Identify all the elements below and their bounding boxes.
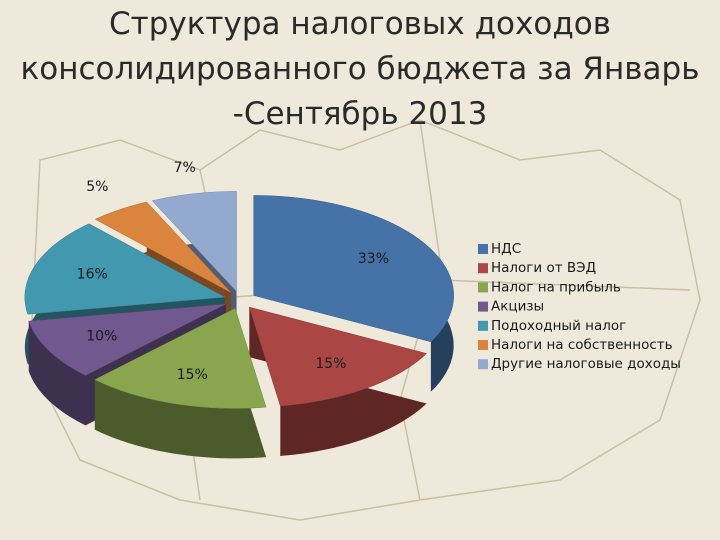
data-label: 7% xyxy=(174,160,196,176)
data-label: 16% xyxy=(77,267,108,283)
legend-swatch xyxy=(478,301,488,312)
legend-label: НДС xyxy=(491,241,521,257)
legend-label: Подоходный налог xyxy=(491,318,626,334)
slice xyxy=(94,308,267,409)
slice xyxy=(24,223,226,315)
data-label: 33% xyxy=(358,251,389,267)
chart-title: Структура налоговых доходов консолидиров… xyxy=(20,6,700,132)
slice xyxy=(248,306,428,407)
slice xyxy=(253,195,454,343)
data-label: 15% xyxy=(315,356,346,372)
data-label: 15% xyxy=(177,367,208,383)
legend-label: Акцизы xyxy=(491,299,544,315)
data-label: 5% xyxy=(86,179,108,195)
legend-swatch xyxy=(478,282,488,293)
slice xyxy=(28,303,226,376)
legend-swatch xyxy=(478,359,488,370)
legend-swatch xyxy=(478,340,488,350)
legend-label: Налог на прибыль xyxy=(491,279,621,295)
legend-swatch xyxy=(478,320,488,331)
slice xyxy=(151,191,237,293)
legend-swatch xyxy=(478,263,488,274)
slice xyxy=(94,201,232,293)
slice-side xyxy=(94,308,267,459)
legend-label: Налоги на собственность xyxy=(491,337,673,353)
data-label: 10% xyxy=(86,329,117,345)
legend-swatch xyxy=(478,244,488,254)
legend-label: Налоги от ВЭД xyxy=(491,260,596,276)
legend-label: Другие налоговые доходы xyxy=(491,356,681,372)
